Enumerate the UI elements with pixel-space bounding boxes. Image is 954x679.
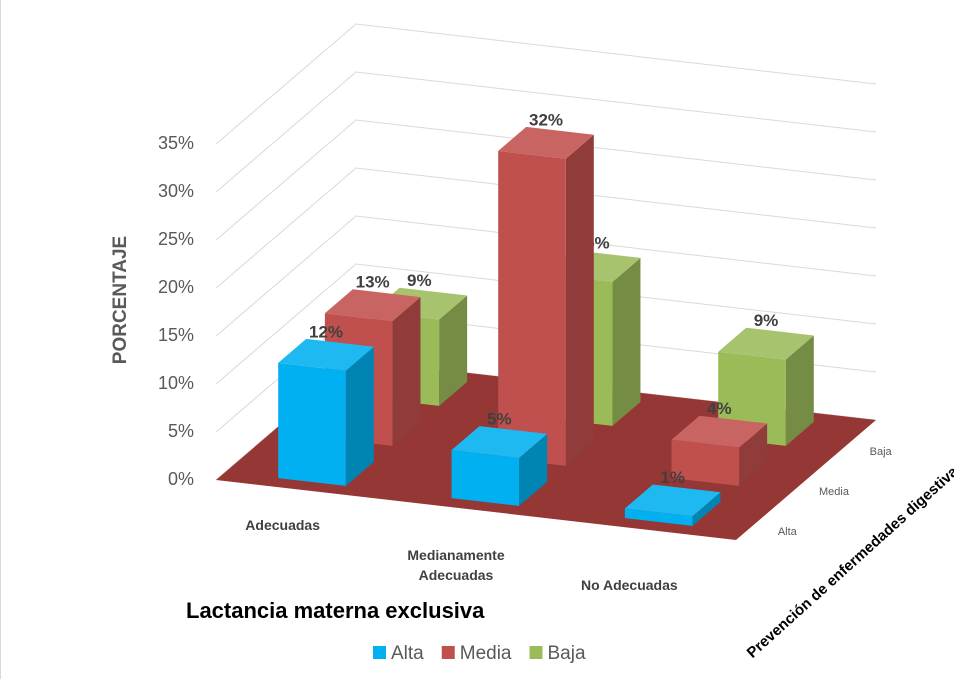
x-tick-label: Adecuadas (245, 517, 320, 533)
z-tick-label: Baja (870, 446, 893, 458)
bar (278, 338, 374, 486)
bar-top (624, 484, 721, 517)
grid-line (215, 71, 877, 193)
legend-label: Alta (391, 643, 424, 664)
x-tick-label: No Adecuadas (580, 577, 678, 593)
bar-front (498, 150, 566, 466)
grid-line (215, 23, 877, 145)
bar-top (498, 126, 594, 159)
bar-side (739, 423, 768, 486)
legend-label: Media (460, 643, 512, 664)
legend-swatch (441, 646, 455, 659)
back-wall (356, 24, 876, 420)
bar (451, 426, 548, 506)
bar-side (612, 257, 641, 426)
grid-line (215, 167, 877, 289)
y-tick-label: 30% (158, 181, 194, 201)
data-label: 32% (529, 110, 563, 129)
grid-line (215, 263, 877, 385)
bar-top (278, 338, 374, 371)
data-label: 4% (707, 399, 732, 418)
bar-side (392, 297, 421, 446)
bar-front (451, 450, 520, 506)
chart-title: Lactancia materna exclusiva (186, 598, 485, 623)
bar-top (451, 426, 548, 458)
data-label: 9% (407, 271, 432, 290)
data-label: 9% (754, 311, 779, 330)
bar (624, 484, 721, 526)
bar-side (692, 492, 721, 526)
bar-top (671, 415, 768, 448)
y-axis-title: PORCENTAJE (110, 236, 131, 364)
bar-front (671, 439, 740, 486)
y-tick-label: 35% (158, 133, 194, 153)
bar-front (624, 508, 693, 526)
legend-swatch (529, 646, 543, 659)
y-tick-label: 10% (158, 373, 194, 393)
bar-side (439, 295, 468, 406)
grid-line (215, 119, 877, 241)
legend-label: Baja (548, 643, 586, 664)
bar-front (278, 362, 346, 486)
legend-swatch (373, 646, 386, 659)
bar (718, 327, 814, 446)
grid-line (215, 215, 877, 337)
y-tick-label: 20% (158, 277, 194, 297)
data-label: 1% (660, 468, 685, 487)
bar-top (718, 327, 814, 360)
y-tick-label: 15% (158, 325, 194, 345)
bar-top (324, 289, 421, 322)
z-tick-label: Alta (778, 526, 798, 538)
y-tick-label: 25% (158, 229, 194, 249)
bar (498, 126, 594, 466)
z-tick-label: Media (819, 486, 850, 498)
x-tick-label: Medianamente Adecuadas (407, 547, 505, 583)
bar-side (785, 335, 814, 446)
data-label: 5% (487, 409, 512, 428)
y-tick-label: 0% (168, 469, 194, 489)
bar-side (565, 134, 594, 466)
bar (671, 415, 768, 486)
bar-side (345, 346, 374, 486)
data-label: 13% (356, 273, 390, 292)
data-label: 12% (309, 322, 343, 341)
y-tick-label: 5% (168, 421, 194, 441)
